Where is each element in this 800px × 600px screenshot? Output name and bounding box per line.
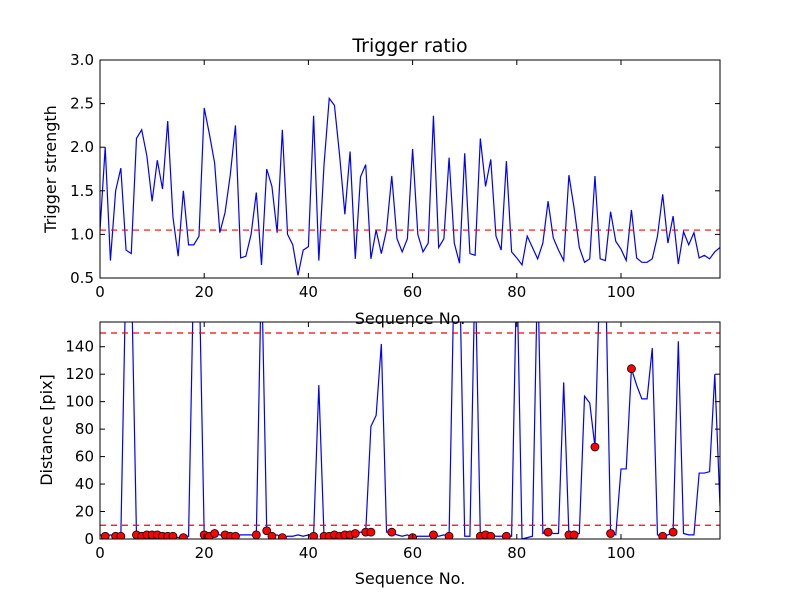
series-line: [100, 96, 720, 276]
chart-title: Trigger ratio: [351, 35, 467, 57]
data-point: [251, 530, 261, 539]
x-tick-label: 100: [607, 544, 636, 562]
x-tick-label: 100: [607, 283, 636, 301]
data-point: [100, 531, 110, 539]
y-tick-label: 120: [65, 365, 94, 383]
y-tick-label: 80: [75, 420, 94, 438]
x-axis-label: Sequence No.: [355, 309, 466, 328]
data-point: [366, 527, 376, 537]
data-point: [606, 529, 615, 538]
plot-frame: [99, 321, 721, 540]
y-tick-label: 100: [65, 393, 94, 411]
data-point: [309, 531, 319, 539]
data-point: [658, 531, 668, 539]
tick-layer: 0 20 40 60 80 100 0.5 1.0 1.5 2.0 2.5 3.0: [70, 51, 720, 301]
data-point: [486, 531, 496, 539]
data-point: [231, 531, 240, 539]
data-point: [543, 527, 553, 537]
x-tick-label: 20: [195, 283, 214, 301]
x-tick-label: 80: [507, 283, 526, 301]
y-tick-label: 60: [75, 448, 94, 466]
data-point: [350, 529, 360, 538]
plot-frame: [99, 59, 721, 279]
y-tick-label: 1.0: [70, 225, 94, 243]
marker-series: [100, 364, 678, 539]
x-tick-label: 0: [95, 283, 105, 301]
data-point: [501, 531, 511, 539]
data-point: [444, 531, 454, 539]
data-point: [116, 531, 126, 539]
data-point: [387, 527, 397, 537]
data-point: [210, 529, 220, 538]
x-tick-label: 40: [299, 283, 318, 301]
data-point: [262, 526, 272, 536]
series-layer: [100, 322, 720, 539]
y-tick-label: 2.5: [70, 95, 94, 113]
x-axis-label: Sequence No.: [355, 569, 466, 588]
data-point: [178, 533, 188, 539]
y-tick-label: 0: [84, 530, 94, 548]
distance-plot: 0 20 40 60 80 100 0 20 40 60 80 100 120 140 Sequence …: [37, 321, 721, 588]
tick-layer: 0 20 40 60 80 100 0 20 40 60 80 100 120 140: [65, 322, 720, 562]
y-tick-label: 2.0: [70, 138, 94, 156]
data-point: [277, 533, 287, 539]
trigger-ratio-plot: Trigger ratio 0 20 40 60 80 100 0.5 1.0 1.5 2.0 2.…: [41, 35, 721, 328]
data-point: [627, 364, 636, 374]
data-point: [569, 530, 579, 539]
series-line: [100, 322, 720, 539]
y-tick-label: 40: [75, 475, 94, 493]
x-tick-label: 60: [403, 283, 422, 301]
data-point: [429, 530, 438, 539]
y-tick-label: 1.5: [70, 182, 94, 200]
data-point: [267, 531, 277, 539]
x-tick-label: 20: [195, 544, 214, 562]
x-tick-label: 60: [403, 544, 422, 562]
data-point: [168, 531, 178, 539]
data-point: [668, 527, 678, 537]
x-tick-label: 40: [299, 544, 318, 562]
data-point: [590, 442, 600, 452]
y-tick-label: 3.0: [70, 51, 94, 69]
series-layer: [100, 96, 720, 276]
x-tick-label: 0: [95, 544, 105, 562]
x-tick-label: 80: [507, 544, 526, 562]
y-tick-label: 0.5: [70, 269, 94, 287]
y-tick-label: 20: [75, 503, 94, 521]
y-axis-label: Trigger strength: [41, 105, 60, 234]
y-axis-label: Distance [pix]: [37, 374, 56, 486]
y-tick-label: 140: [65, 338, 94, 356]
